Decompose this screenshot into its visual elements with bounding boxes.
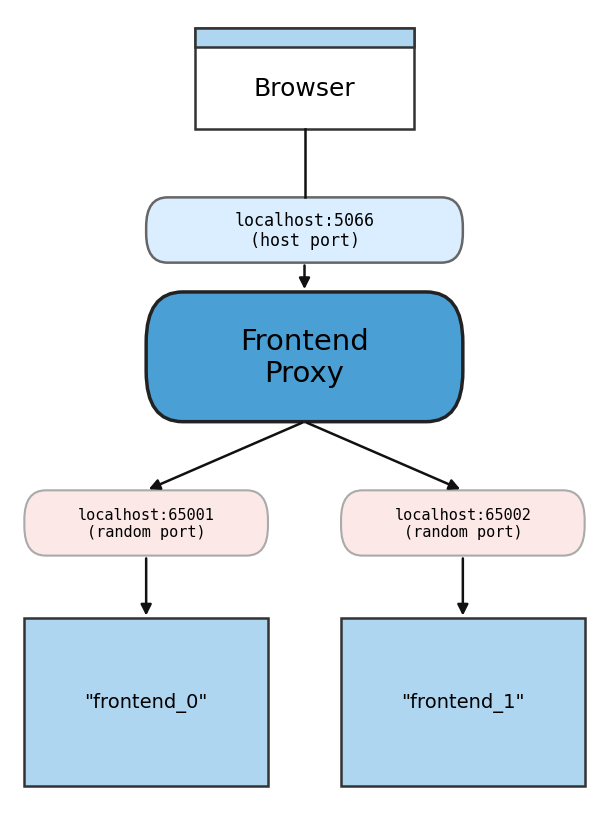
Text: Browser: Browser [253, 77, 356, 100]
Bar [195, 29, 414, 130]
Bar [195, 29, 414, 48]
Text: localhost:65001
(random port): localhost:65001 (random port) [78, 507, 214, 539]
FancyBboxPatch shape [341, 491, 585, 556]
Text: localhost:5066
(host port): localhost:5066 (host port) [234, 212, 375, 250]
Text: Frontend
Proxy: Frontend Proxy [240, 327, 369, 388]
FancyBboxPatch shape [146, 198, 463, 263]
Bar [24, 619, 268, 786]
Text: "frontend_1": "frontend_1" [401, 692, 524, 712]
FancyBboxPatch shape [24, 491, 268, 556]
Text: "frontend_0": "frontend_0" [85, 692, 208, 712]
FancyBboxPatch shape [146, 293, 463, 422]
Bar [341, 619, 585, 786]
Text: localhost:65002
(random port): localhost:65002 (random port) [395, 507, 531, 539]
